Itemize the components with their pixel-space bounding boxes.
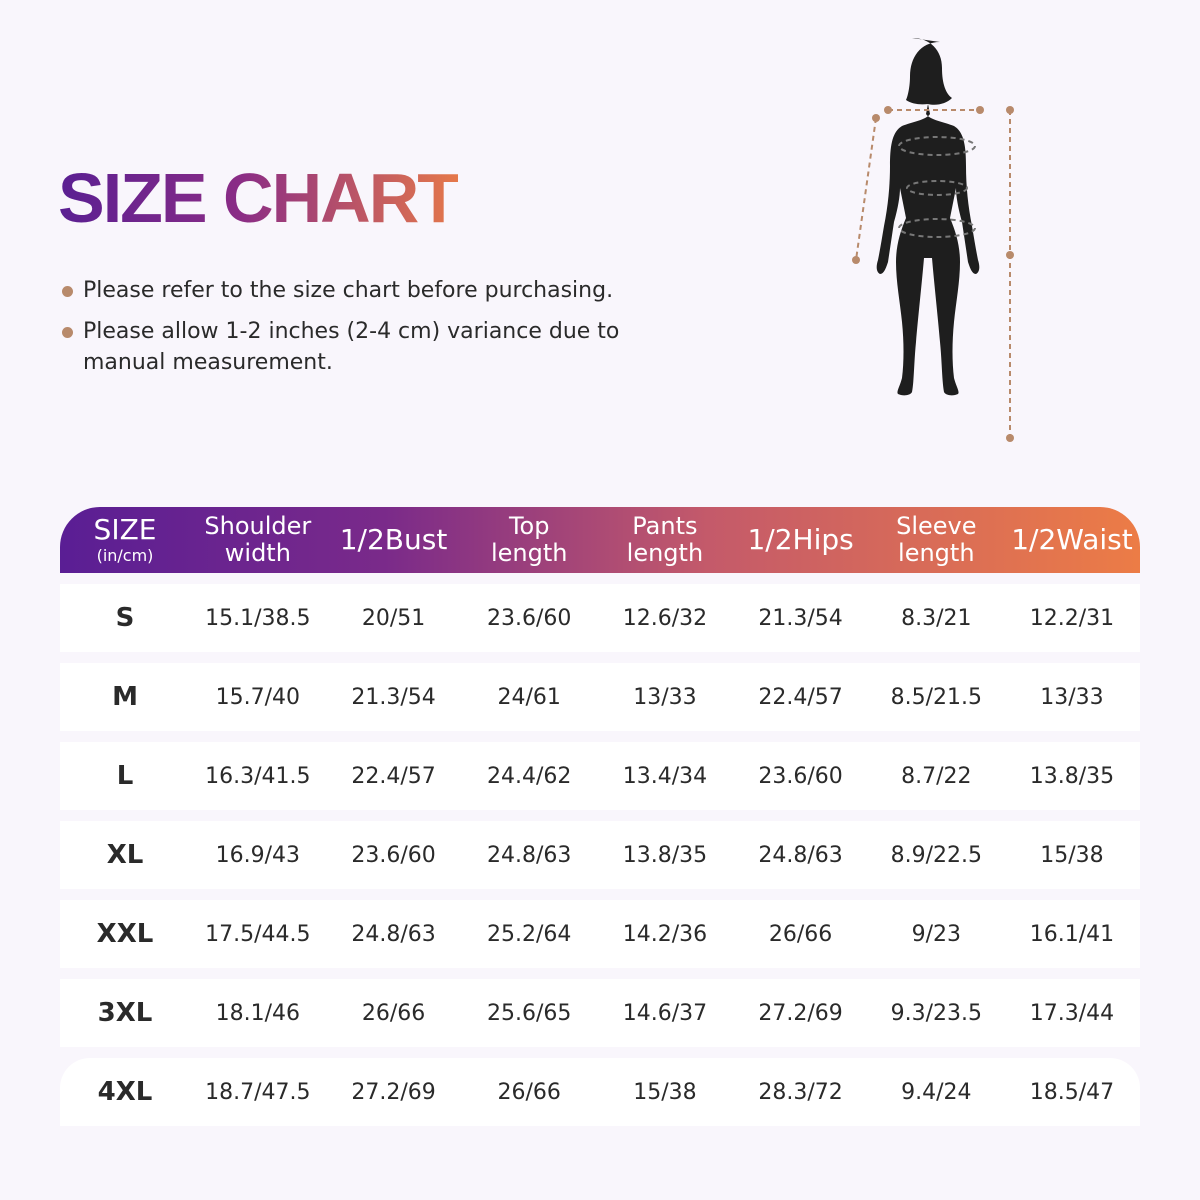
table-cell: 17.5/44.5: [205, 921, 311, 947]
table-cell: 15/38: [633, 1079, 697, 1105]
size-label: S: [115, 603, 135, 633]
table-cell: 8.3/21: [901, 605, 972, 631]
size-label: 4XL: [97, 1077, 153, 1107]
table-row: S 15.1/38.5 20/51 23.6/60 12.6/32 21.3/54 8.3/…: [60, 584, 1140, 652]
table-cell: 13.8/35: [1029, 763, 1115, 789]
table-cell: 13/33: [633, 684, 697, 710]
column-header: 1/2Hips: [733, 507, 869, 573]
note-item: Please refer to the size chart before pu…: [62, 275, 662, 306]
table-cell: 13.8/35: [622, 842, 708, 868]
table-cell: 18.7/47.5: [205, 1079, 311, 1105]
column-header: Pants length: [597, 507, 733, 573]
table-cell: 26/66: [361, 1000, 426, 1026]
table-cell: 13.4/34: [622, 763, 708, 789]
table-cell: 18.5/47: [1029, 1079, 1115, 1105]
table-cell: 9.4/24: [901, 1079, 972, 1105]
table-body: S 15.1/38.5 20/51 23.6/60 12.6/32 21.3/54 8.3/…: [60, 584, 1140, 1126]
woman-silhouette-icon: [852, 38, 1014, 442]
table-cell: 24/61: [497, 684, 561, 710]
table-cell: 27.2/69: [351, 1079, 436, 1105]
table-cell: 24.8/63: [487, 842, 572, 868]
header-label: Pants length: [626, 512, 704, 567]
table-cell: 14.6/37: [622, 1000, 708, 1026]
page-title: SIZE CHART: [58, 159, 460, 237]
table-cell: 24.8/63: [758, 842, 843, 868]
column-header: 1/2Bust: [326, 507, 462, 573]
size-label: XXL: [96, 919, 154, 949]
notes-list: Please refer to the size chart before pu…: [62, 275, 662, 388]
table-cell: 23.6/60: [351, 842, 436, 868]
column-header: SIZE (in/cm): [60, 507, 190, 573]
table-cell: 27.2/69: [758, 1000, 843, 1026]
header-label: 1/2Hips: [747, 523, 854, 556]
header-unit: (in/cm): [96, 546, 154, 565]
note-text: Please refer to the size chart before pu…: [83, 278, 614, 303]
column-header: Top length: [461, 507, 597, 573]
table-cell: 16.9/43: [215, 842, 301, 868]
header-label: Sleeve length: [896, 512, 977, 567]
table-cell: 23.6/60: [487, 605, 572, 631]
table-cell: 16.1/41: [1029, 921, 1115, 947]
table-cell: 9.3/23.5: [890, 1000, 982, 1026]
table-cell: 13/33: [1040, 684, 1104, 710]
note-item: Please allow 1-2 inches (2-4 cm) varianc…: [62, 316, 662, 378]
table-cell: 9/23: [911, 921, 961, 947]
header-label: 1/2Waist: [1011, 523, 1133, 556]
table-cell: 8.7/22: [901, 763, 972, 789]
table-cell: 8.5/21.5: [890, 684, 982, 710]
table-cell: 17.3/44: [1029, 1000, 1115, 1026]
table-cell: 16.3/41.5: [205, 763, 311, 789]
size-label: M: [112, 682, 138, 712]
table-cell: 18.1/46: [215, 1000, 301, 1026]
table-cell: 12.2/31: [1029, 605, 1115, 631]
table-cell: 12.6/32: [622, 605, 708, 631]
column-header: Sleeve length: [868, 507, 1004, 573]
header-label: Top length: [490, 512, 568, 567]
table-row: 4XL 18.7/47.5 27.2/69 26/66 15/38 28.3/72 9.4/…: [60, 1058, 1140, 1126]
table-cell: 25.6/65: [487, 1000, 572, 1026]
size-label: XL: [106, 840, 144, 870]
table-row: 3XL 18.1/46 26/66 25.6/65 14.6/37 27.2/69 9.3/…: [60, 979, 1140, 1047]
table-cell: 21.3/54: [351, 684, 436, 710]
header-label: Shoulder width: [204, 512, 312, 567]
table-cell: 23.6/60: [758, 763, 843, 789]
table-row: XXL 17.5/44.5 24.8/63 25.2/64 14.2/36 26/66 9/…: [60, 900, 1140, 968]
table-cell: 15.7/40: [215, 684, 301, 710]
size-table: SIZE (in/cm) Shoulder width 1/2Bust Top leng…: [60, 507, 1140, 1126]
table-header: SIZE (in/cm) Shoulder width 1/2Bust Top leng…: [60, 507, 1140, 573]
table-cell: 22.4/57: [351, 763, 436, 789]
column-header: Shoulder width: [190, 507, 326, 573]
table-row: M 15.7/40 21.3/54 24/61 13/33 22.4/57 8.5/21.5…: [60, 663, 1140, 731]
table-cell: 28.3/72: [758, 1079, 843, 1105]
table-cell: 26/66: [497, 1079, 561, 1105]
table-cell: 24.4/62: [487, 763, 572, 789]
bullet-icon: [62, 327, 73, 338]
header-label: 1/2Bust: [339, 523, 448, 556]
header-label: SIZE: [93, 513, 157, 546]
size-label: 3XL: [97, 998, 153, 1028]
table-cell: 21.3/54: [758, 605, 843, 631]
table-cell: 24.8/63: [351, 921, 436, 947]
table-cell: 15/38: [1040, 842, 1104, 868]
table-cell: 25.2/64: [487, 921, 572, 947]
table-row: L 16.3/41.5 22.4/57 24.4/62 13.4/34 23.6/60 8.…: [60, 742, 1140, 810]
bullet-icon: [62, 286, 73, 297]
column-header: 1/2Waist: [1004, 507, 1140, 573]
size-label: L: [116, 761, 134, 791]
table-row: XL 16.9/43 23.6/60 24.8/63 13.8/35 24.8/63 8.9…: [60, 821, 1140, 889]
table-cell: 14.2/36: [622, 921, 708, 947]
table-cell: 26/66: [768, 921, 833, 947]
table-cell: 22.4/57: [758, 684, 843, 710]
note-text: Please allow 1-2 inches (2-4 cm) varianc…: [83, 319, 620, 375]
table-cell: 20/51: [361, 605, 426, 631]
table-cell: 8.9/22.5: [890, 842, 982, 868]
table-cell: 15.1/38.5: [205, 605, 311, 631]
